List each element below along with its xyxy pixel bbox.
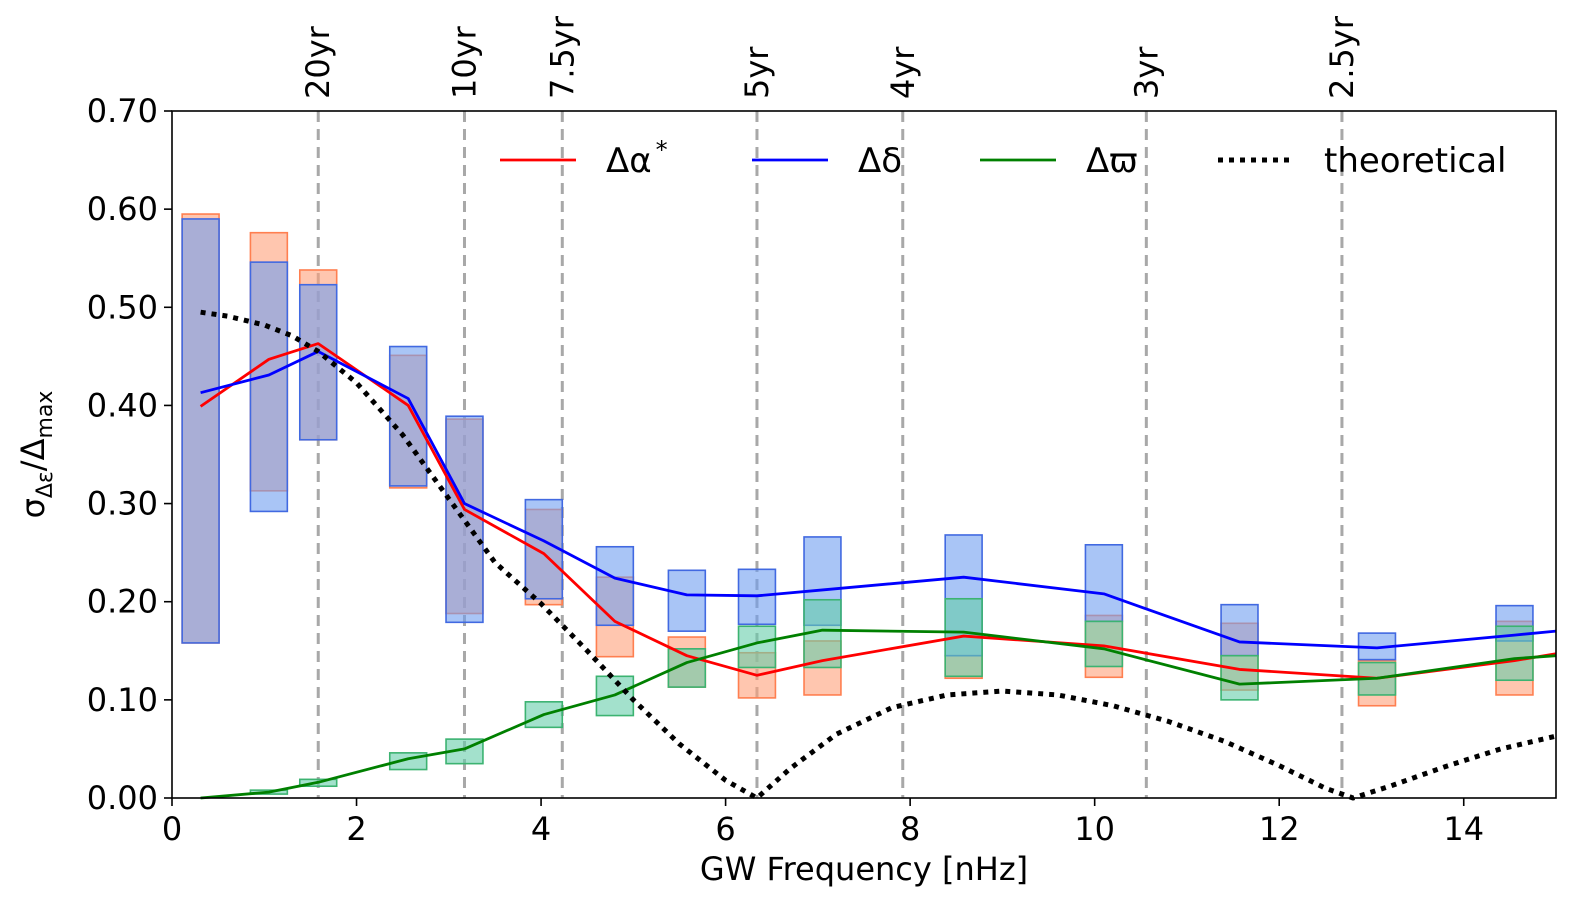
- period-label-7.5yr: 7.5yr: [543, 15, 581, 99]
- y-tick-label-0: 0.00: [87, 779, 158, 817]
- legend-item-alpha-label: Δα *: [606, 136, 668, 181]
- x-tick-label-0: 0: [162, 810, 182, 848]
- error-box-series1-12: [1220, 603, 1259, 657]
- axes-frame: [171, 110, 1557, 799]
- legend-item-parallax-label: Δϖ: [1086, 141, 1138, 181]
- series-lines-layer: [199, 309, 1557, 801]
- x-tick-label-2: 4: [531, 810, 551, 848]
- x-tick-label-3: 6: [715, 810, 735, 848]
- y-tick-label-7: 0.70: [87, 92, 158, 130]
- y-tick-label-4: 0.40: [87, 386, 158, 424]
- error-box-series1-11: [1084, 543, 1124, 623]
- y-label-sigma-sub: Δε: [33, 471, 58, 498]
- y-tick-label-5: 0.50: [87, 288, 158, 326]
- y-axis-label: σΔε/Δmax: [14, 391, 58, 519]
- y-tick-label-2: 0.20: [87, 583, 158, 621]
- legend-item-alpha-label-sup: *: [656, 136, 668, 164]
- period-label-5yr: 5yr: [738, 46, 776, 99]
- series-line-1: [200, 350, 1557, 650]
- ticks-layer: 0 2 4 6 8 10 12 14 0.00 0.10 0.20 0.30 0.40 0.50 0.60 0…: [87, 92, 1484, 848]
- x-tick-label-6: 12: [1259, 810, 1300, 848]
- legend: Δα * Δδ Δϖ theoretical: [500, 136, 1507, 181]
- error-box-series1-1: [249, 261, 289, 513]
- error-box-series1-2: [298, 283, 338, 441]
- legend-item-theoretical-label-text: theoretical: [1324, 141, 1507, 181]
- y-label-slash: /: [14, 460, 52, 471]
- period-label-20yr: 20yr: [299, 25, 337, 99]
- legend-item-theoretical-label: theoretical: [1324, 141, 1507, 181]
- period-label-10yr: 10yr: [445, 25, 483, 99]
- legend-item-delta-label-text: Δδ: [858, 141, 902, 181]
- legend-item-delta-label: Δδ: [858, 141, 902, 181]
- error-box-series1-6: [595, 545, 635, 627]
- y-tick-label-1: 0.10: [87, 681, 158, 719]
- period-lines-layer: 20yr 10yr 7.5yr 5yr 4yr 3yr 2.5yr: [299, 15, 1361, 798]
- series-line-2: [200, 628, 1557, 800]
- y-label-sigma: σ: [14, 498, 52, 518]
- error-box-series1-0: [181, 218, 220, 644]
- x-tick-label-1: 2: [346, 810, 366, 848]
- legend-item-parallax-label-text: Δϖ: [1086, 141, 1138, 181]
- period-label-4yr: 4yr: [884, 46, 922, 99]
- x-tick-label-4: 8: [900, 810, 920, 848]
- x-tick-label-5: 10: [1074, 810, 1115, 848]
- x-tick-label-7: 14: [1443, 810, 1484, 848]
- error-box-series2-12: [1220, 654, 1259, 701]
- y-label-delta: Δ: [14, 438, 52, 460]
- error-box-series1-7: [667, 569, 707, 632]
- x-axis-label: GW Frequency [nHz]: [700, 850, 1028, 888]
- error-box-series1-4: [445, 415, 484, 624]
- period-label-3yr: 3yr: [1127, 46, 1165, 99]
- error-boxes-layer: [181, 213, 1534, 795]
- error-box-series2-7: [667, 648, 707, 688]
- y-label-delta-sub: max: [33, 391, 58, 439]
- legend-item-alpha-label-text: Δα: [606, 141, 652, 181]
- y-tick-label-3: 0.30: [87, 485, 158, 523]
- error-box-series1-3: [388, 345, 428, 487]
- error-box-series1-5: [524, 498, 564, 600]
- y-tick-label-6: 0.60: [87, 190, 158, 228]
- period-label-2.5yr: 2.5yr: [1323, 15, 1361, 99]
